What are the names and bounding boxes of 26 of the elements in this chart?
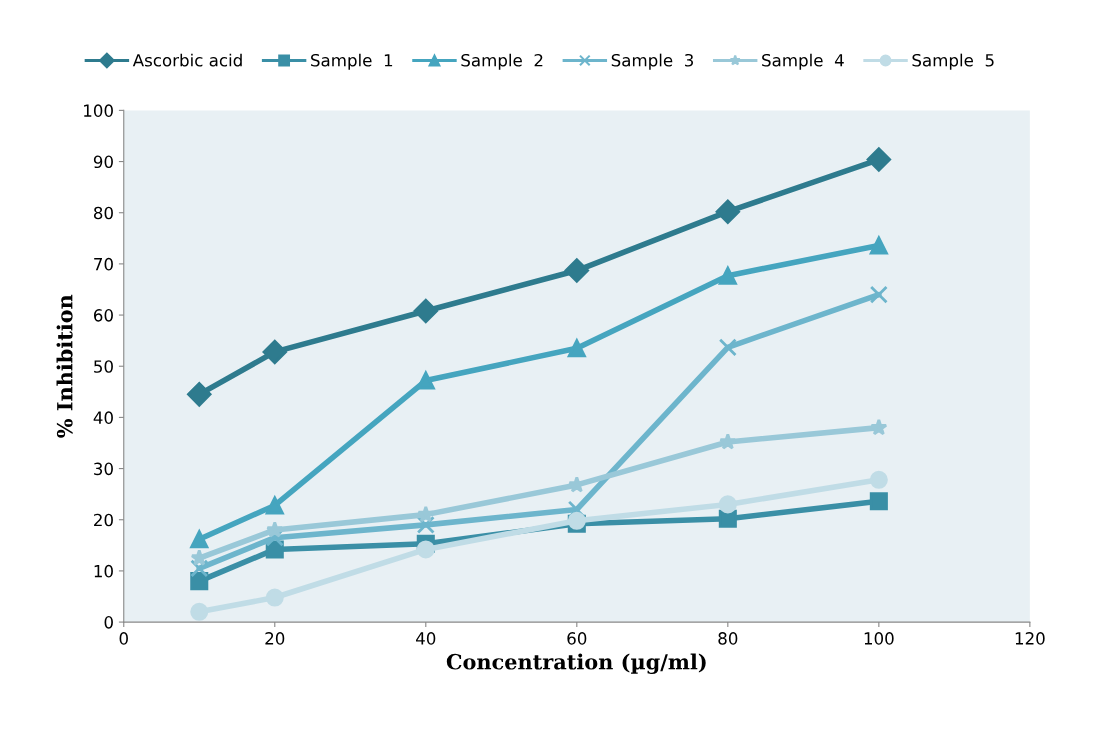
x-axis-title: Concentration (µg/ml): [446, 653, 706, 674]
y-axis-title: % Inhibition: [56, 294, 73, 438]
y-tick-label: 10: [94, 564, 113, 578]
y-tick-label: 60: [93, 309, 113, 322]
y-tick-label: 90: [93, 155, 113, 169]
y-tick-label: 40: [93, 411, 113, 424]
y-tick-label: 70: [94, 257, 113, 271]
y-tick-label: 100: [84, 104, 113, 117]
x-tick-label: 40: [416, 632, 436, 645]
x-tick-label: 80: [718, 632, 738, 645]
x-tick-label: 60: [567, 632, 587, 645]
y-tick-label: 50: [94, 360, 113, 373]
x-tick-label: 0: [119, 632, 128, 645]
y-tick-label: 20: [94, 513, 113, 527]
legend-label: Sample 1: [311, 53, 393, 70]
y-tick-label: 30: [94, 462, 113, 476]
legend-label: Sample 3: [611, 53, 694, 70]
legend-label: Sample 5: [912, 53, 994, 70]
legend-label: Ascorbic acid: [132, 53, 242, 67]
x-tick-label: 100: [864, 632, 894, 645]
legend-label: Sample 2: [461, 53, 543, 70]
y-tick-label: 80: [93, 206, 113, 220]
x-tick-label: 120: [1015, 632, 1045, 645]
y-tick-label: 0: [104, 616, 113, 629]
legend-label: Sample 4: [762, 53, 844, 70]
x-tick-label: 20: [265, 632, 285, 645]
